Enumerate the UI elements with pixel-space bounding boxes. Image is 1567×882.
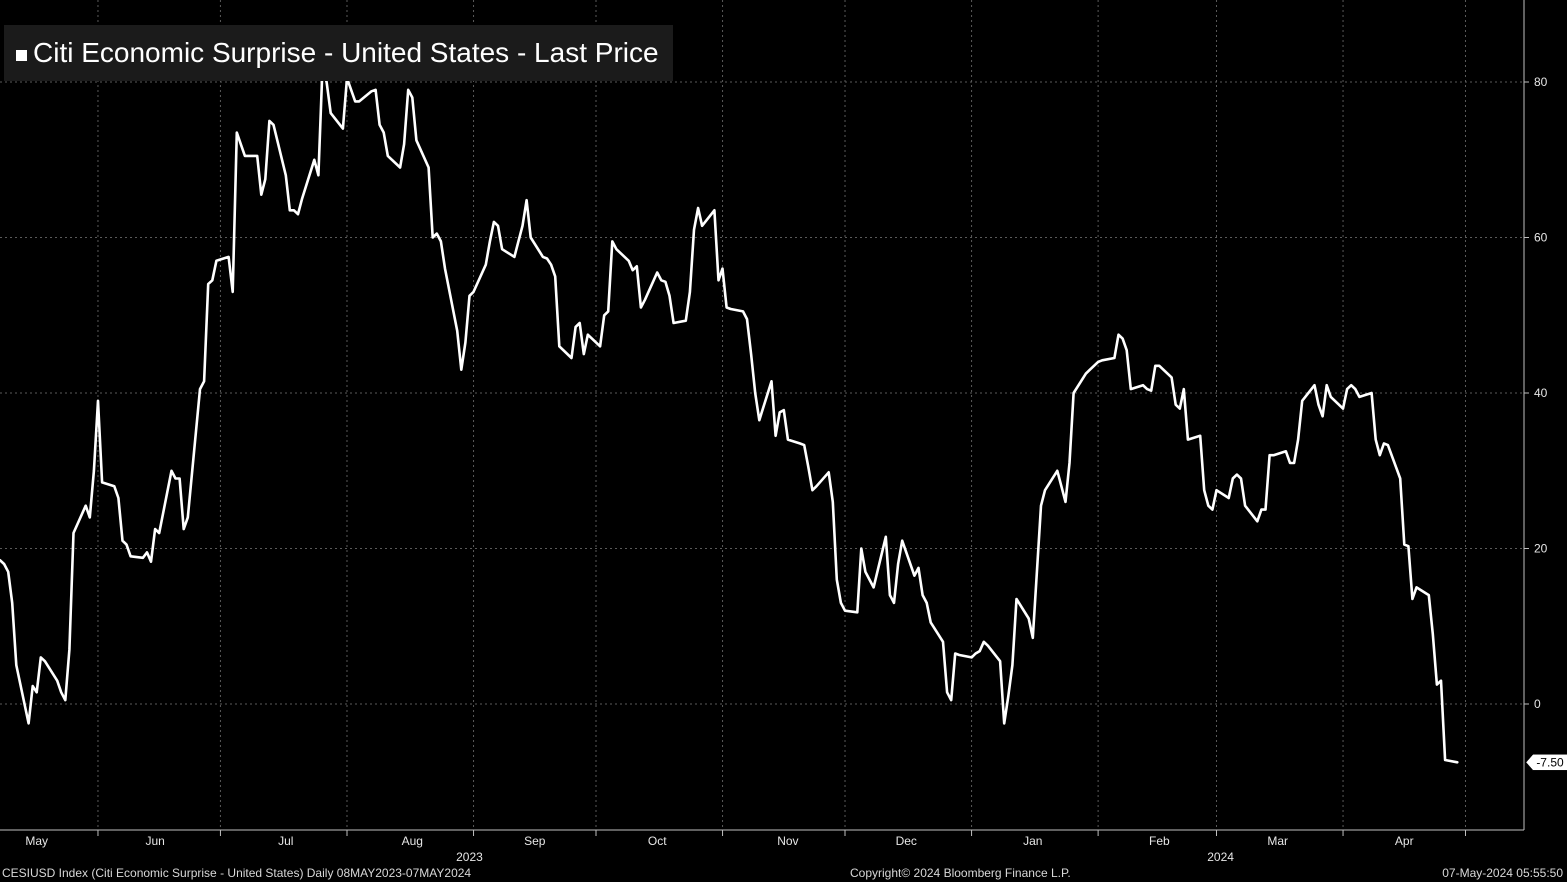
x-month-label: Jul [278,834,293,848]
series-line [0,65,1459,764]
x-month-label: May [25,834,48,848]
x-month-label: Apr [1395,834,1414,848]
footer-timestamp: 07-May-2024 05:55:50 [1442,866,1563,880]
y-tick-label: 60 [1534,231,1548,245]
x-year-label: 2023 [456,850,483,864]
x-month-label: Nov [777,834,798,848]
x-month-label: Dec [896,834,917,848]
x-month-label: Sep [524,834,546,848]
x-month-label: Aug [402,834,423,848]
last-value-label: -7.50 [1536,755,1564,769]
x-month-label: Jan [1023,834,1042,848]
y-tick-label: 40 [1534,386,1548,400]
x-month-label: Feb [1149,834,1170,848]
y-tick-label: 0 [1534,697,1541,711]
footer-copyright: Copyright© 2024 Bloomberg Finance L.P. [850,866,1071,880]
axes [0,0,1525,831]
footer-ticker-info: CESIUSD Index (Citi Economic Surprise - … [2,866,472,880]
gridlines [0,0,1524,830]
last-value-label-group: -7.50 [1525,754,1567,771]
x-month-label: Oct [648,834,667,848]
y-tick-label: 20 [1534,542,1548,556]
series [0,65,1459,764]
y-tick-label: 80 [1534,75,1548,89]
last-value-tag [1525,754,1567,771]
legend-label: Citi Economic Surprise - United States -… [33,37,659,68]
legend-swatch [16,49,27,61]
legend: Citi Economic Surprise - United States -… [4,25,673,81]
ticks: 0 20 40 60 80 May Jun Jul Aug Sep Oct Nov Dec Jan Feb M… [25,75,1547,864]
x-year-label: 2024 [1207,850,1234,864]
x-month-label: Jun [145,834,164,848]
x-month-label: Mar [1267,834,1288,848]
